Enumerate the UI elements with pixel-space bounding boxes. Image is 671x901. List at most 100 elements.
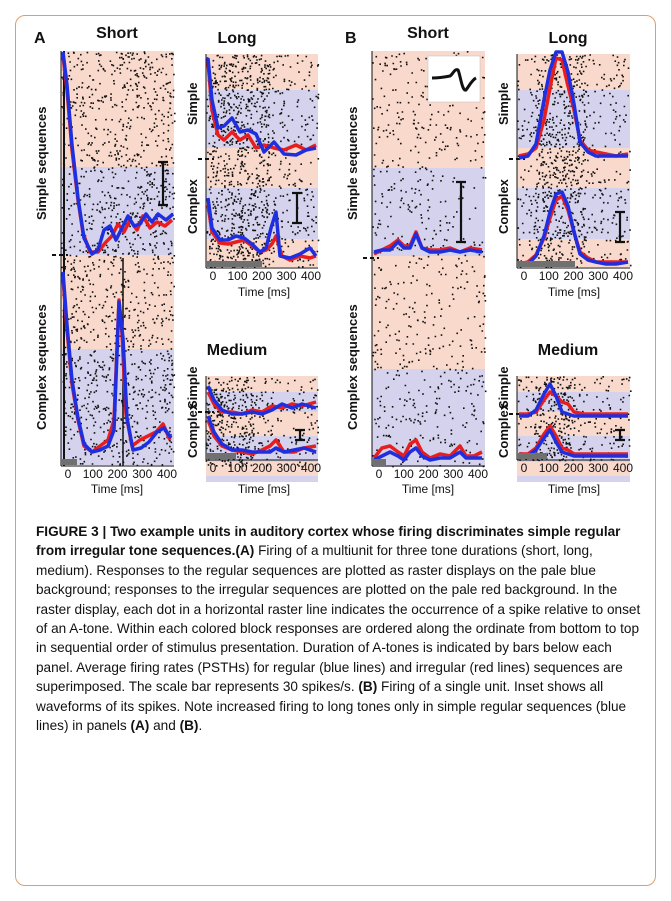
a-long-simple-irregular-psth xyxy=(206,61,317,152)
b-long-scale-bar xyxy=(615,210,625,244)
b-medium-scale-bar xyxy=(615,428,625,442)
a-long-tick-400: 400 xyxy=(301,269,321,283)
b-short-waveform-trace xyxy=(431,68,477,92)
a-short-raster-dots xyxy=(61,51,176,467)
a-row-simple-sequences: Simple sequences xyxy=(34,107,49,220)
a-medium-tick-400: 400 xyxy=(301,461,321,475)
b-long-simple-regular-psth xyxy=(518,50,628,160)
b-row-simple-sequences: Simple sequences xyxy=(345,107,360,220)
a-medium-band-4 xyxy=(206,462,318,476)
b-long-tick-100: 100 xyxy=(539,269,559,283)
b-long-tone-bar xyxy=(517,261,575,267)
b-short-tick-300: 300 xyxy=(443,467,463,481)
b-medium-tick-0: 0 xyxy=(521,461,528,475)
b-long-row-complex: Complex xyxy=(496,178,511,234)
a-short-tick-300: 300 xyxy=(132,467,152,481)
a-medium-tick-0: 0 xyxy=(210,461,217,475)
caption-a-text: Firing of a multiunit for three tone dur… xyxy=(36,543,641,695)
caption-and-text: and xyxy=(149,718,180,734)
b-long-row-simple: Simple xyxy=(496,82,511,125)
b-medium-row-complex: Complex xyxy=(496,402,511,458)
a-medium-simple-regular-psth xyxy=(206,385,317,416)
a-long-tick-0: 0 xyxy=(210,269,217,283)
a-medium-xlabel: Time [ms] xyxy=(238,482,290,496)
a-medium-band-5 xyxy=(206,476,318,482)
caption-b-ref: (B) xyxy=(179,718,199,734)
b-long-band-0 xyxy=(517,54,630,90)
caption-b-label: (B) xyxy=(358,679,378,695)
a-long-tone-bar xyxy=(206,261,262,267)
b-short-tick-200: 200 xyxy=(418,467,438,481)
caption-title: Two example units in auditory cortex who… xyxy=(36,524,621,559)
b-short-raster-dots xyxy=(372,51,487,468)
b-short-band-2 xyxy=(372,256,485,369)
b-short-simple-regular-psth xyxy=(373,232,483,254)
a-short-tick-0: 0 xyxy=(65,467,72,481)
a-short-tick-100: 100 xyxy=(83,467,103,481)
a-short-tick-400: 400 xyxy=(157,467,177,481)
b-short-scale-bar xyxy=(456,180,466,244)
a-long-scale-bar xyxy=(292,191,302,225)
a-medium-complex-regular-psth xyxy=(206,415,317,454)
b-short-tick-0: 0 xyxy=(376,467,383,481)
a-short-scale-bar xyxy=(158,160,168,207)
panel-a-short-title: Short xyxy=(96,25,138,42)
b-long-xlabel: Time [ms] xyxy=(548,285,600,299)
b-short-tick-100: 100 xyxy=(394,467,414,481)
a-long-tick-200: 200 xyxy=(252,269,272,283)
b-medium-band-0 xyxy=(517,376,630,392)
a-short-dots xyxy=(61,51,176,467)
b-medium-row-simple: Simple xyxy=(496,366,511,409)
b-long-tick-0: 0 xyxy=(521,269,528,283)
b-medium-xlabel: Time [ms] xyxy=(548,482,600,496)
b-medium-band-4 xyxy=(517,462,630,476)
a-medium-raster-dots xyxy=(205,376,319,468)
panel-a-medium-title: Medium xyxy=(207,342,267,359)
caption-a-ref: (A) xyxy=(130,718,150,734)
a-short-tick-200: 200 xyxy=(107,467,127,481)
b-medium-tick-300: 300 xyxy=(588,461,608,475)
b-medium-band-5 xyxy=(517,476,630,482)
a-long-complex-regular-psth xyxy=(206,197,318,260)
caption-a-label: (A) xyxy=(235,543,255,559)
b-medium-dots xyxy=(517,376,632,462)
panel-a-letter: A xyxy=(34,30,46,47)
panel-b-letter: B xyxy=(345,30,357,47)
b-medium-raster-dots xyxy=(517,376,632,462)
panel-b-short-title: Short xyxy=(407,25,449,42)
a-short-complex-regular-psth xyxy=(61,271,173,454)
b-medium-tick-100: 100 xyxy=(539,461,559,475)
panel-b-long-title: Long xyxy=(548,30,587,47)
b-medium-tick-200: 200 xyxy=(563,461,583,475)
caption-figure-label: FIGURE 3 | xyxy=(36,524,111,539)
b-long-tick-400: 400 xyxy=(613,269,633,283)
a-short-simple-regular-psth xyxy=(61,51,175,256)
a-medium-tick-200: 200 xyxy=(252,461,272,475)
a-medium-band-0 xyxy=(206,376,318,392)
b-long-tick-200: 200 xyxy=(563,269,583,283)
a-short-band-0 xyxy=(61,51,174,167)
a-long-tick-100: 100 xyxy=(227,269,247,283)
figure-caption: FIGURE 3 | Two example units in auditory… xyxy=(36,522,641,735)
a-short-xlabel: Time [ms] xyxy=(91,482,143,496)
a-long-band-3 xyxy=(206,188,318,239)
panel-b-medium-title: Medium xyxy=(538,342,598,359)
a-medium-scale-bar xyxy=(295,428,305,442)
b-medium-complex-regular-psth xyxy=(519,428,628,458)
b-medium-tone-bar xyxy=(517,453,547,459)
b-short-tone-bar xyxy=(372,459,386,465)
b-short-xlabel: Time [ms] xyxy=(402,482,454,496)
panel-a-long-title: Long xyxy=(217,30,256,47)
b-long-complex-regular-psth xyxy=(519,190,629,266)
figure-plots: A Short Long Medium 0 100 200 300 400 Time [ms] Si… xyxy=(34,25,633,496)
a-long-raster-dots xyxy=(206,54,320,269)
a-long-row-simple: Simple xyxy=(185,82,200,125)
a-long-simple-regular-psth xyxy=(206,57,317,157)
a-medium-dots xyxy=(205,376,319,468)
a-medium-tick-300: 300 xyxy=(276,461,296,475)
b-short-complex-irregular-psth xyxy=(372,438,483,460)
caption-b-text: Firing of a single unit. Inset shows all… xyxy=(36,679,627,734)
b-row-complex-sequences: Complex sequences xyxy=(345,304,360,430)
a-medium-row-complex: Complex xyxy=(185,402,200,458)
b-short-tick-400: 400 xyxy=(468,467,488,481)
